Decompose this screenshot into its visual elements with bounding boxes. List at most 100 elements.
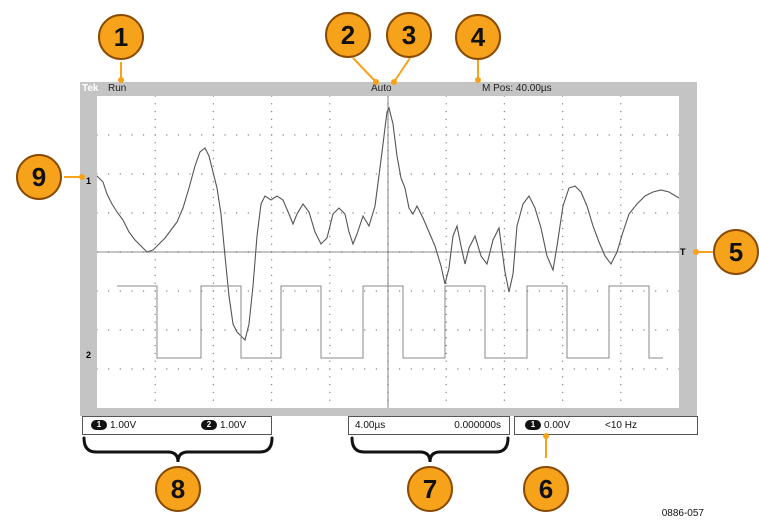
grid-dot bbox=[445, 134, 447, 136]
grid-dot bbox=[352, 329, 354, 331]
grid-dot bbox=[107, 173, 110, 175]
grid-dot bbox=[492, 173, 494, 175]
grid-dot bbox=[259, 368, 261, 370]
grid-dot bbox=[340, 173, 343, 175]
grid-dot bbox=[398, 368, 401, 370]
grid-dot bbox=[457, 173, 459, 175]
grid-dot bbox=[212, 352, 215, 355]
callout-1: 1 bbox=[98, 14, 144, 60]
grid-dot bbox=[212, 181, 215, 183]
grid-dot bbox=[329, 96, 331, 97]
grid-dot bbox=[503, 188, 506, 191]
grid-dot bbox=[445, 103, 447, 105]
grid-dot bbox=[131, 212, 133, 214]
grid-dot bbox=[259, 290, 261, 292]
grid-dot bbox=[398, 290, 401, 292]
grid-dot bbox=[131, 134, 133, 136]
grid-dot bbox=[445, 126, 447, 128]
grid-dot bbox=[666, 290, 669, 292]
grid-dot bbox=[119, 134, 121, 136]
grid-dot bbox=[643, 329, 645, 331]
grid-dot bbox=[503, 368, 506, 370]
grid-dot bbox=[550, 173, 552, 175]
grid-dot bbox=[329, 173, 331, 175]
grid-dot bbox=[201, 212, 203, 214]
grid-dot bbox=[666, 329, 669, 331]
grid-dot bbox=[329, 290, 331, 292]
grid-dot bbox=[259, 173, 261, 175]
grid-dot bbox=[538, 173, 541, 175]
grid-dot bbox=[270, 274, 273, 277]
grid-dot bbox=[154, 181, 156, 183]
grid-dot bbox=[561, 360, 564, 362]
grid-dot bbox=[561, 96, 564, 97]
grid-dot bbox=[422, 329, 424, 331]
grid-dot bbox=[620, 266, 622, 269]
grid-dot bbox=[445, 173, 447, 175]
grid-dot bbox=[317, 329, 319, 331]
grid-dot bbox=[189, 212, 191, 214]
grid-dot bbox=[643, 173, 645, 175]
grid-dot bbox=[503, 274, 506, 277]
grid-dot bbox=[503, 196, 506, 199]
grid-dot bbox=[503, 96, 506, 97]
grid-dot bbox=[620, 282, 622, 284]
grid-dot bbox=[620, 188, 622, 191]
top-status-bar: Tek Run Auto M Pos: 40.00µs bbox=[80, 82, 697, 96]
grid-dot bbox=[212, 204, 215, 206]
trigger-status: Auto bbox=[371, 83, 392, 94]
grid-dot bbox=[270, 321, 273, 323]
grid-dot bbox=[235, 173, 238, 175]
grid-dot bbox=[515, 173, 517, 175]
grid-dot bbox=[561, 110, 564, 113]
grid-dot bbox=[270, 305, 273, 308]
grid-dot bbox=[398, 212, 401, 214]
grid-dot bbox=[247, 212, 250, 214]
grid-dot bbox=[270, 204, 273, 206]
grid-dot bbox=[503, 134, 506, 136]
grid-dot bbox=[596, 290, 599, 292]
grid-dot bbox=[294, 329, 296, 331]
grid-dot bbox=[445, 266, 447, 269]
grid-dot bbox=[445, 165, 447, 167]
grid-dot bbox=[585, 290, 587, 292]
grid-dot bbox=[503, 118, 506, 121]
grid-dot bbox=[445, 391, 447, 394]
grid-dot bbox=[445, 352, 447, 355]
grid-dot bbox=[573, 329, 575, 331]
grid-dot bbox=[503, 173, 506, 175]
grid-dot bbox=[270, 118, 273, 121]
grid-dot bbox=[492, 368, 494, 370]
callout-6: 6 bbox=[523, 466, 569, 512]
grid-dot bbox=[212, 212, 215, 214]
grid-dot bbox=[212, 126, 215, 128]
grid-dot bbox=[259, 329, 261, 331]
grid-dot bbox=[620, 368, 622, 370]
grid-dot bbox=[270, 165, 273, 167]
grid-dot bbox=[212, 337, 215, 339]
grid-dot bbox=[329, 165, 331, 167]
grid-dot bbox=[526, 368, 529, 370]
grid-dot bbox=[329, 298, 331, 300]
trigger-level-marker: T bbox=[680, 247, 686, 257]
grid-dot bbox=[445, 321, 447, 323]
grid-dot bbox=[189, 173, 191, 175]
grid-dot bbox=[154, 110, 156, 113]
grid-dot bbox=[329, 220, 331, 222]
grid-dot bbox=[678, 134, 679, 136]
grid-dot bbox=[224, 368, 226, 370]
grid-dot bbox=[270, 212, 273, 214]
grid-dot bbox=[329, 243, 331, 245]
grid-dot bbox=[620, 391, 622, 394]
grid-dot bbox=[561, 290, 564, 292]
grid-dot bbox=[457, 212, 459, 214]
grid-dot bbox=[492, 212, 494, 214]
grid-dot bbox=[666, 368, 669, 370]
grid-dot bbox=[503, 235, 506, 238]
grid-dot bbox=[620, 110, 622, 113]
grid-dot bbox=[445, 313, 447, 316]
grid-dot bbox=[329, 103, 331, 105]
grid-dot bbox=[375, 329, 378, 331]
grid-dot bbox=[445, 235, 447, 238]
grid-dot bbox=[445, 399, 447, 401]
